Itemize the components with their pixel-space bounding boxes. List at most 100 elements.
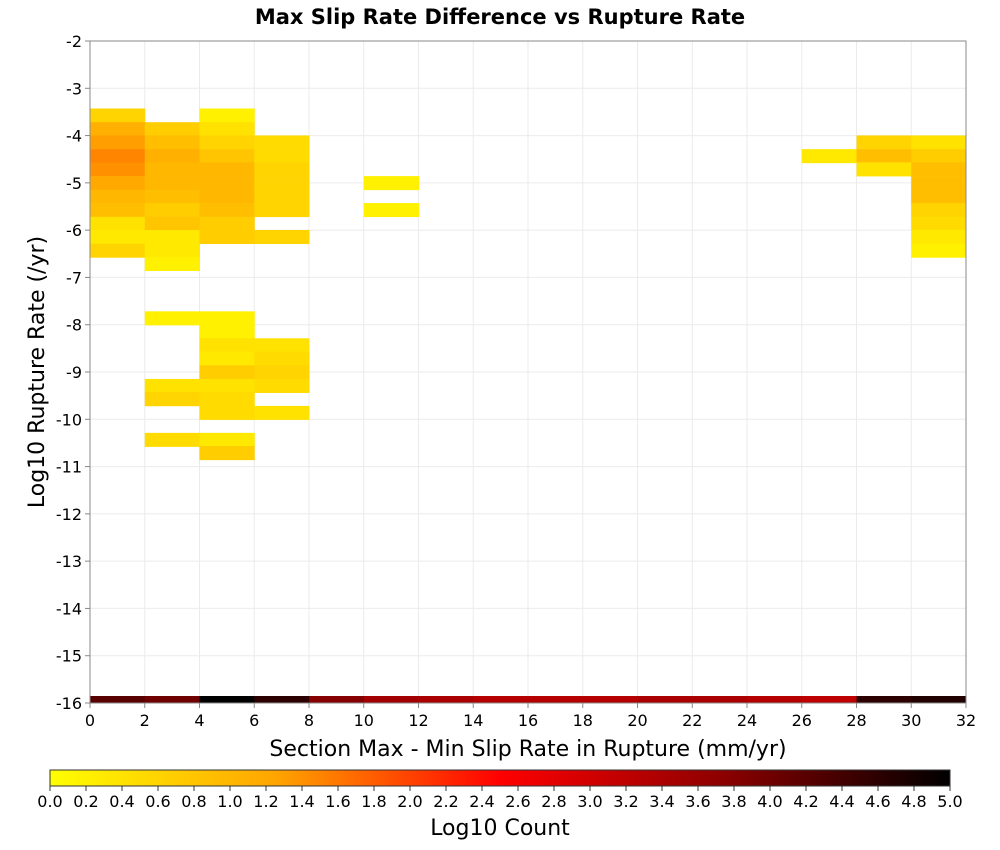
heatmap-cell [90,162,146,177]
colorbar-tick-label: 2.8 [541,792,566,811]
x-axis-label: Section Max - Min Slip Rate in Rupture (… [269,737,786,762]
x-tick-label: 30 [901,711,921,730]
heatmap-cell [144,243,200,258]
heatmap-cell [90,230,146,245]
heatmap-cell [254,405,310,420]
y-tick-label: -15 [56,647,82,666]
colorbar-tick-label: 0.6 [145,792,170,811]
heatmap-cell [637,696,693,703]
heatmap-cell [254,230,310,245]
x-tick-label: 26 [792,711,812,730]
heatmap-cell [911,230,967,245]
colorbar-tick-label: 2.6 [505,792,530,811]
heatmap-cell [144,230,200,245]
x-tick-label: 20 [627,711,647,730]
x-tick-label: 12 [408,711,428,730]
heatmap-cell [199,311,255,326]
colorbar-tick-label: 3.6 [685,792,710,811]
y-tick-label: -7 [66,268,82,287]
heatmap-cell [856,696,912,703]
heatmap-cell [911,162,967,177]
colorbar-tick-label: 1.8 [361,792,386,811]
colorbar-tick-label: 3.0 [577,792,602,811]
heatmap-cell [199,378,255,393]
colorbar-tick-label: 0.8 [181,792,206,811]
x-tick-label: 2 [140,711,150,730]
heatmap-cell [363,696,419,703]
colorbar-tick-label: 0.4 [109,792,134,811]
heatmap-cell [856,149,912,164]
y-tick-label: -11 [56,458,82,477]
x-tick-label: 28 [846,711,866,730]
heatmap-cell [747,696,803,703]
heatmap-cell [692,696,748,703]
heatmap-cell [911,243,967,258]
heatmap-cell [911,135,967,150]
heatmap-cell [199,216,255,231]
x-axis-ticks: 0 2 4 6 8 10 12 14 16 18 20 22 24 26 28 30 32 [85,703,976,730]
heatmap-cell [199,108,255,123]
y-axis-label: Log10 Rupture Rate (/yr) [25,236,50,508]
colorbar-tick-label: 2.4 [469,792,494,811]
x-tick-label: 14 [463,711,483,730]
y-tick-label: -10 [56,410,82,429]
y-tick-label: -6 [66,221,82,240]
heatmap-cell [254,149,310,164]
heatmap-cell [254,176,310,191]
y-tick-label: -4 [66,127,82,146]
heatmap-cell [911,149,967,164]
heatmap-cell [528,696,584,703]
heatmap-cell [254,338,310,353]
x-tick-label: 0 [85,711,95,730]
heatmap-cell [144,311,200,326]
heatmap-cell [90,189,146,204]
heatmap-cell [473,696,529,703]
heatmap-cell [856,162,912,177]
heatmap-cell [309,696,365,703]
heatmap-cell [90,216,146,231]
heatmap-cell [199,446,255,461]
x-tick-label: 4 [194,711,204,730]
x-tick-label: 24 [737,711,757,730]
heatmap-cell [254,203,310,218]
heatmap-cell [144,392,200,407]
heatmap-cell [144,432,200,447]
heatmap-cell [144,176,200,191]
heatmap-cell [199,351,255,366]
y-tick-label: -5 [66,174,82,193]
heatmap-cell [199,135,255,150]
colorbar-label: Log10 Count [430,816,570,841]
heatmap-cell [363,176,419,191]
heatmap-cell [144,378,200,393]
heatmap-cells [90,108,967,703]
x-tick-label: 22 [682,711,702,730]
y-tick-label: -8 [66,316,82,335]
colorbar-tick-label: 1.2 [253,792,278,811]
colorbar-tick-label: 2.2 [433,792,458,811]
y-tick-label: -14 [56,599,82,618]
heatmap-cell [144,149,200,164]
heatmap-cell [254,135,310,150]
colorbar-tick-label: 0.0 [37,792,62,811]
heatmap-cell [199,405,255,420]
heatmap-cell [199,122,255,137]
heatmap-cell [856,135,912,150]
heatmap-cell [90,135,146,150]
heatmap-cell [199,189,255,204]
heatmap-cell [254,189,310,204]
heatmap-cell [199,365,255,380]
heatmap-cell [90,203,146,218]
colorbar-tick-label: 4.6 [865,792,890,811]
heatmap-cell [144,203,200,218]
x-tick-label: 18 [573,711,593,730]
heatmap-cell [254,365,310,380]
y-tick-label: -13 [56,552,82,571]
heatmap-cell [199,338,255,353]
heatmap-cell [144,162,200,177]
heatmap-cell [199,176,255,191]
colorbar-tick-label: 3.4 [649,792,674,811]
colorbar-tick-label: 3.8 [721,792,746,811]
heatmap-cell [199,203,255,218]
heatmap-cell [90,243,146,258]
heatmap-cell [144,135,200,150]
